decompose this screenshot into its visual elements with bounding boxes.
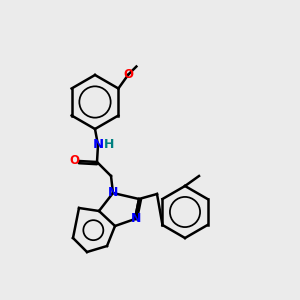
Text: N: N — [108, 187, 118, 200]
Text: N: N — [131, 212, 141, 226]
Text: H: H — [104, 137, 114, 151]
Text: O: O — [69, 154, 79, 167]
Text: O: O — [123, 68, 134, 81]
Text: N: N — [92, 139, 104, 152]
